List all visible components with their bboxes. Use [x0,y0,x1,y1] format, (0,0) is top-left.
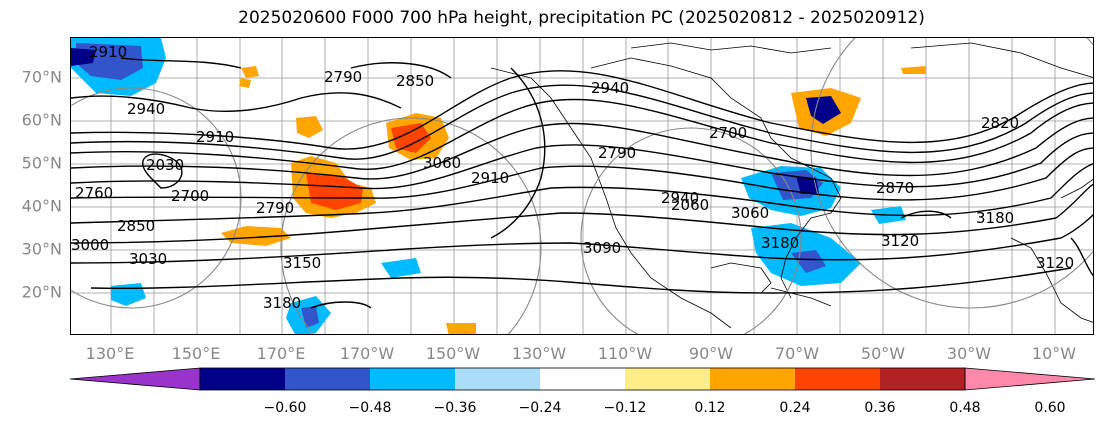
contour-label: 3120 [1036,254,1074,272]
contour-label: 3180 [976,209,1014,227]
contour-label: 3030 [129,250,167,268]
contour-label: 3120 [881,232,919,250]
colorbar-tick-label: −0.24 [518,400,562,416]
contour-label: 2910 [89,43,127,61]
colorbar-bin [710,368,795,390]
contour-labels: 2910 2790 2850 2940 2910 2030 2760 2700 … [71,43,1074,312]
lon-label: 130°E [85,344,135,363]
colorbar-tick-label: −0.12 [603,400,647,416]
graticule [71,38,1093,334]
lon-label: 150°E [171,344,221,363]
contour-label: 3000 [71,236,109,254]
contour-label: 2700 [171,187,209,205]
colorbar-bin [200,368,285,390]
lat-label: 50°N [21,153,62,173]
colorbar-extend-min [70,367,201,391]
contour-label: 3150 [283,254,321,272]
colorbar-tick-label: −0.36 [433,400,477,416]
lon-label: 170°W [339,344,395,363]
contour-label: 2850 [396,72,434,90]
contour-label: 2940 [661,189,699,207]
lon-label: 10°W [1031,344,1077,363]
lon-label: 130°W [511,344,567,363]
lat-label: 30°N [21,239,62,259]
colorbar-bin [625,368,710,390]
contour-label: 2030 [146,156,184,174]
lon-label: 170°E [256,344,306,363]
projection-arcs [71,38,1093,334]
colorbar-tick-label: 0.60 [1034,400,1066,416]
colorbar-tick-label: −0.48 [348,400,392,416]
contour-label: 3180 [263,294,301,312]
colorbar [70,367,1095,391]
lon-label: 50°W [860,344,906,363]
lat-label: 20°N [21,282,62,302]
contour-label: 3090 [583,239,621,257]
contour-label: 2940 [591,79,629,97]
coastlines [490,42,1093,329]
contour-label: 2790 [324,68,362,86]
contour-label: 3060 [731,204,769,222]
map-canvas: 2910 2790 2850 2940 2910 2030 2760 2700 … [71,38,1093,334]
contour-label: 2910 [471,169,509,187]
colorbar-bin [285,368,370,390]
lat-label: 70°N [21,67,62,87]
height-contours [71,57,1093,309]
colorbar-extend-max [964,367,1095,391]
contour-label: 2700 [709,124,747,142]
contour-label: 2790 [256,199,294,217]
contour-label: 2910 [196,128,234,146]
colorbar-bin [540,368,625,390]
lon-label: 110°W [597,344,653,363]
lon-label: 30°W [946,344,992,363]
lat-label: 40°N [21,196,62,216]
colorbar-bin [795,368,880,390]
contour-label: 2790 [598,144,636,162]
colorbar-tick-label: 0.36 [864,400,896,416]
contour-label: 2940 [127,100,165,118]
colorbar-bin [455,368,540,390]
colorbar-bin [880,368,965,390]
lon-label: 150°W [425,344,481,363]
colorbar-tick-label: 0.12 [694,400,726,416]
lon-label: 70°W [774,344,820,363]
contour-label: 2850 [117,217,155,235]
contour-label: 3180 [761,234,799,252]
map-panel: 2910 2790 2850 2940 2910 2030 2760 2700 … [70,37,1094,335]
colorbar-tick-label: −0.60 [263,400,307,416]
colorbar-tick-label: 0.48 [949,400,981,416]
lat-label: 60°N [21,110,62,130]
lon-label: 90°W [688,344,734,363]
contour-label: 3060 [423,154,461,172]
map-title: 2025020600 F000 700 hPa height, precipit… [238,8,925,28]
contour-label: 2760 [75,184,113,202]
contour-label: 2060 [671,196,709,214]
contour-label: 2870 [876,179,914,197]
contour-label: 2820 [981,114,1019,132]
colorbar-bin [370,368,455,390]
colorbar-tick-label: 0.24 [779,400,811,416]
